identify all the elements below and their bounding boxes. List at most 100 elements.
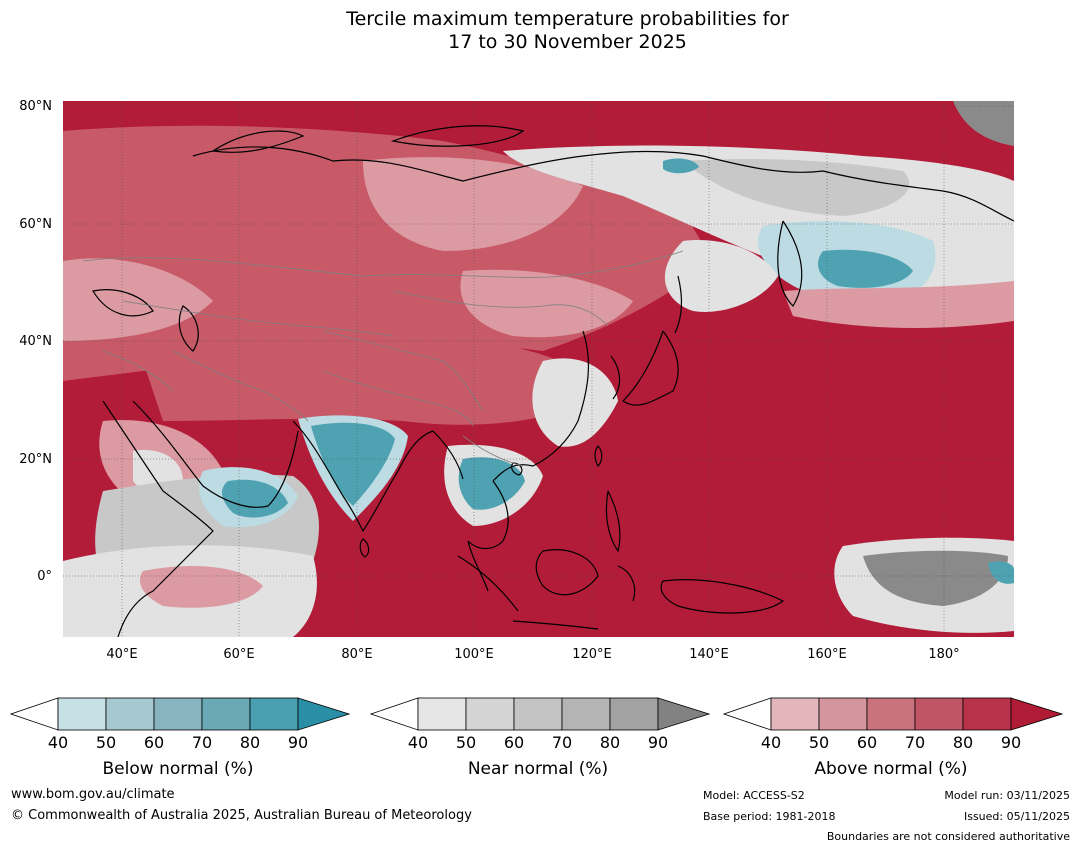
- above-light-mongolia: [460, 269, 633, 338]
- above-light-north-pacific: [783, 281, 1014, 328]
- tick-label: 80: [239, 733, 261, 752]
- below-normal-arctic-spot: [663, 158, 699, 174]
- near-normal-top-right: [953, 101, 1014, 146]
- colorbar-segment: [105, 697, 155, 731]
- tick-label: 80: [599, 733, 621, 752]
- tick-label: 50: [95, 733, 117, 752]
- boundaries-disclaimer: Boundaries are not considered authoritat…: [826, 830, 1070, 843]
- probability-map: [63, 101, 1014, 637]
- above-light-south-indian-ocean: [139, 566, 263, 608]
- lon-label-160e: 160°E: [807, 647, 847, 662]
- above-normal-central-asia: [143, 337, 603, 425]
- above-light-europe: [63, 258, 213, 341]
- coast-novaya-zemlya: [211, 130, 305, 153]
- near-normal-manchuria: [664, 240, 778, 312]
- lon-label-100e: 100°E: [454, 647, 494, 662]
- coast-korea: [610, 355, 621, 400]
- tick-label: 50: [808, 733, 830, 752]
- colorbar-segment: [249, 697, 299, 731]
- colorbar-segment: [513, 697, 563, 731]
- map-title: Tercile maximum temperature probabilitie…: [0, 8, 1081, 54]
- colorbar-segment: [201, 697, 251, 731]
- tick-label: 60: [503, 733, 525, 752]
- copyright-text: © Commonwealth of Australia 2025, Austra…: [11, 808, 472, 823]
- colorbar-below-normal: [10, 697, 350, 731]
- tick-label: 60: [856, 733, 878, 752]
- lat-label-60n: 60°N: [19, 217, 52, 232]
- tick-label: 90: [647, 733, 669, 752]
- tick-label: 90: [1000, 733, 1022, 752]
- colorbar-segment: [962, 697, 1012, 731]
- lat-label-40n: 40°N: [19, 334, 52, 349]
- coast-kamchatka: [777, 220, 803, 307]
- coast-sulawesi: [617, 565, 636, 602]
- tick-label: 70: [904, 733, 926, 752]
- lat-label-0: 0°: [37, 569, 52, 584]
- coast-taymyr: [390, 125, 525, 147]
- colorbar-near-normal: [370, 697, 710, 731]
- colorbar-segment: [609, 697, 659, 731]
- coast-india: [292, 420, 434, 533]
- colorbar-extend-high: [1010, 697, 1063, 731]
- coast-taiwan: [594, 445, 603, 467]
- tick-label: 70: [551, 733, 573, 752]
- coast-new-guinea: [660, 579, 785, 614]
- coast-borneo: [535, 549, 599, 596]
- border-himalaya: [322, 370, 474, 427]
- below-normal-indochina: [458, 457, 525, 510]
- colorbar-below-label: Below normal (%): [102, 759, 254, 779]
- coast-black-sea: [92, 289, 154, 317]
- lon-label-40e: 40°E: [106, 647, 138, 662]
- tick-label: 70: [191, 733, 213, 752]
- lon-label-180: 180°: [928, 647, 960, 662]
- coast-bay-of-bengal: [432, 430, 464, 480]
- colorbar-segment: [465, 697, 515, 731]
- coast-sri-lanka: [359, 538, 370, 558]
- model-text: Model: ACCESS-S2: [703, 789, 805, 802]
- colorbar-segment: [770, 697, 820, 731]
- border-middle-east: [102, 350, 174, 392]
- colorbar-extend-high: [657, 697, 710, 731]
- colorbar-segment: [818, 697, 868, 731]
- tick-label: 40: [47, 733, 69, 752]
- colorbar-segment: [914, 697, 964, 731]
- base-period-text: Base period: 1981-2018: [703, 810, 836, 823]
- colorbar-extend-low: [10, 697, 59, 731]
- model-run-text: Model run: 03/11/2025: [944, 789, 1070, 802]
- border-indochina: [462, 435, 524, 467]
- colorbar-segment: [561, 697, 611, 731]
- coast-arctic: [192, 146, 1014, 222]
- tick-label: 60: [143, 733, 165, 752]
- colorbar-near-label: Near normal (%): [467, 759, 609, 779]
- lon-label-140e: 140°E: [689, 647, 729, 662]
- coast-africa-horn: [117, 490, 214, 637]
- below-normal-pacific-spot: [988, 561, 1014, 584]
- coast-red-sea: [102, 400, 164, 492]
- coast-java: [512, 620, 599, 630]
- lon-label-120e: 120°E: [572, 647, 612, 662]
- tick-label: 40: [407, 733, 429, 752]
- near-dark-pacific: [863, 550, 1008, 606]
- colorbar-segment: [57, 697, 107, 731]
- colorbar-segment: [866, 697, 916, 731]
- coast-indochina: [467, 480, 509, 550]
- coast-sakhalin: [674, 275, 682, 334]
- colorbar-extend-high: [297, 697, 350, 731]
- colorbar-above-label: Above normal (%): [814, 759, 968, 779]
- colorbar-extend-low: [723, 697, 772, 731]
- below-normal-okhotsk-core: [818, 249, 913, 288]
- colorbar-above-normal: [723, 697, 1063, 731]
- map-fill-regions: [63, 101, 1014, 637]
- border-russia-south: [82, 250, 684, 278]
- lat-label-80n: 80°N: [19, 99, 52, 114]
- tick-label: 40: [760, 733, 782, 752]
- tick-label: 80: [952, 733, 974, 752]
- below-normal-india: [311, 422, 395, 506]
- coast-arabia: [132, 400, 299, 508]
- tick-label: 90: [287, 733, 309, 752]
- website-link[interactable]: www.bom.gov.au/climate: [11, 787, 175, 802]
- below-normal-arabian-sea: [221, 479, 288, 518]
- colorbar-segment: [417, 697, 467, 731]
- border-kazakhstan: [122, 300, 394, 337]
- coast-japan: [622, 330, 679, 406]
